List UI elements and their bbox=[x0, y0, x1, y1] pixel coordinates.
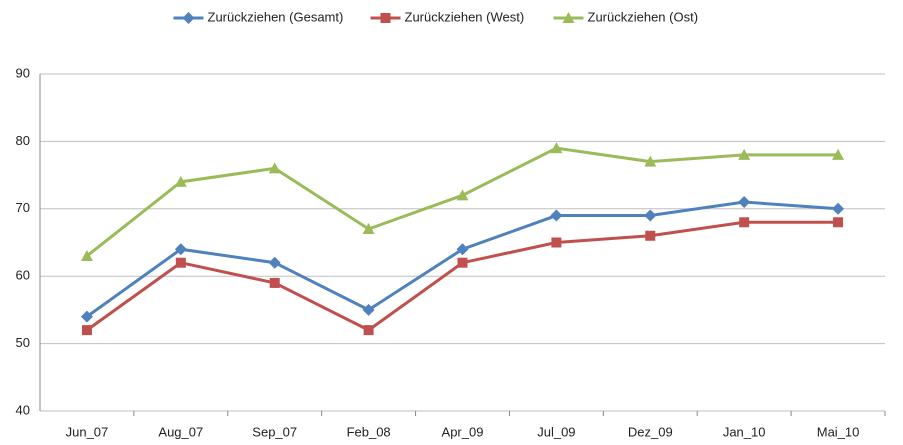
legend-label: Zurückziehen (West) bbox=[405, 9, 525, 24]
marker bbox=[739, 217, 750, 228]
x-tick-label: Jun_07 bbox=[66, 424, 109, 439]
marker bbox=[645, 230, 656, 241]
legend-label: Zurückziehen (Ost) bbox=[588, 9, 699, 24]
marker bbox=[268, 256, 281, 269]
y-tick-label: 70 bbox=[16, 200, 30, 215]
series-line bbox=[86, 146, 839, 258]
marker bbox=[362, 223, 375, 235]
y-tick-label: 50 bbox=[16, 335, 30, 350]
marker bbox=[832, 202, 845, 215]
marker bbox=[182, 12, 195, 24]
marker bbox=[268, 162, 281, 174]
x-tick-label: Sep_07 bbox=[252, 424, 297, 439]
marker bbox=[363, 325, 374, 336]
x-tick-label: Feb_08 bbox=[347, 424, 391, 439]
marker bbox=[644, 209, 657, 222]
marker bbox=[738, 196, 751, 209]
marker bbox=[174, 175, 187, 187]
marker bbox=[644, 155, 657, 167]
marker bbox=[174, 243, 187, 256]
x-tick-label: Mai_10 bbox=[817, 424, 860, 439]
legend-label: Zurückziehen (Gesamt) bbox=[208, 9, 344, 24]
x-tick-label: Jul_09 bbox=[537, 424, 575, 439]
x-tick-label: Aug_07 bbox=[158, 424, 203, 439]
marker bbox=[80, 249, 93, 261]
x-tick-label: Apr_09 bbox=[442, 424, 484, 439]
marker bbox=[456, 189, 469, 201]
x-tick-label: Dez_09 bbox=[628, 424, 673, 439]
y-tick-label: 40 bbox=[16, 402, 30, 417]
marker bbox=[833, 217, 844, 228]
marker bbox=[175, 257, 186, 268]
marker bbox=[380, 13, 391, 23]
marker bbox=[362, 303, 375, 316]
y-tick-label: 60 bbox=[16, 268, 30, 283]
marker bbox=[456, 243, 469, 256]
marker bbox=[457, 257, 468, 268]
marker bbox=[81, 325, 92, 336]
marker bbox=[551, 237, 562, 248]
y-tick-label: 80 bbox=[16, 133, 30, 148]
marker bbox=[80, 310, 93, 323]
marker bbox=[832, 148, 845, 160]
marker bbox=[550, 142, 563, 154]
marker bbox=[562, 12, 575, 23]
y-tick-label: 90 bbox=[16, 65, 30, 80]
x-tick-label: Jan_10 bbox=[723, 424, 766, 439]
marker bbox=[738, 148, 751, 160]
marker bbox=[269, 277, 280, 288]
marker bbox=[550, 209, 563, 222]
